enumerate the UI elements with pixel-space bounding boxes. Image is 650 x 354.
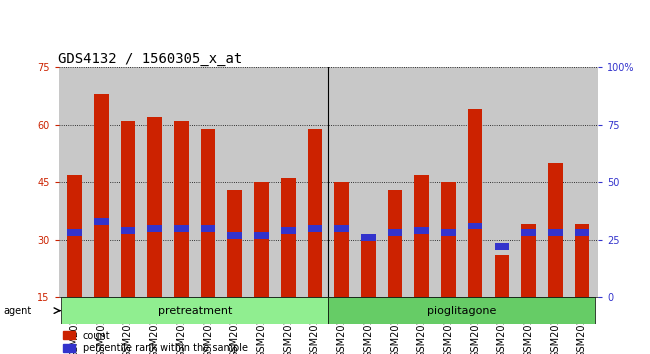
Bar: [334, 225, 349, 232]
Bar: [121, 121, 135, 297]
Bar: [521, 229, 536, 236]
Bar: [94, 218, 109, 225]
Bar: [61, 297, 328, 324]
Bar: [328, 297, 595, 324]
Bar: [227, 190, 242, 297]
Bar: [148, 117, 162, 297]
Bar: [227, 232, 242, 239]
Bar: [254, 232, 269, 239]
Bar: [201, 129, 215, 297]
Bar: [548, 163, 563, 297]
Bar: [415, 227, 429, 234]
Bar: [281, 227, 296, 234]
Bar: [174, 225, 188, 232]
Text: agent: agent: [3, 306, 31, 316]
Bar: [121, 227, 135, 234]
Bar: [415, 175, 429, 297]
Bar: [67, 175, 82, 297]
Legend: count, percentile rank within the sample: count, percentile rank within the sample: [63, 331, 248, 353]
Bar: [361, 234, 376, 241]
Bar: [254, 182, 269, 297]
Bar: [94, 94, 109, 297]
Bar: [548, 229, 563, 236]
Bar: [148, 225, 162, 232]
Bar: [575, 224, 590, 297]
Bar: [441, 229, 456, 236]
Bar: [441, 182, 456, 297]
Bar: [387, 190, 402, 297]
Bar: [495, 255, 509, 297]
Bar: [521, 224, 536, 297]
Bar: [387, 229, 402, 236]
Bar: [468, 223, 482, 229]
Bar: [67, 229, 82, 236]
Text: pioglitagone: pioglitagone: [427, 306, 497, 316]
Bar: [334, 182, 349, 297]
Bar: [575, 229, 590, 236]
Bar: [201, 225, 215, 232]
Bar: [281, 178, 296, 297]
Bar: [468, 109, 482, 297]
Bar: [307, 129, 322, 297]
Bar: [361, 236, 376, 297]
Text: pretreatment: pretreatment: [157, 306, 232, 316]
Bar: [307, 225, 322, 232]
Bar: [174, 121, 188, 297]
Bar: [495, 243, 509, 250]
Text: GDS4132 / 1560305_x_at: GDS4132 / 1560305_x_at: [58, 52, 242, 66]
